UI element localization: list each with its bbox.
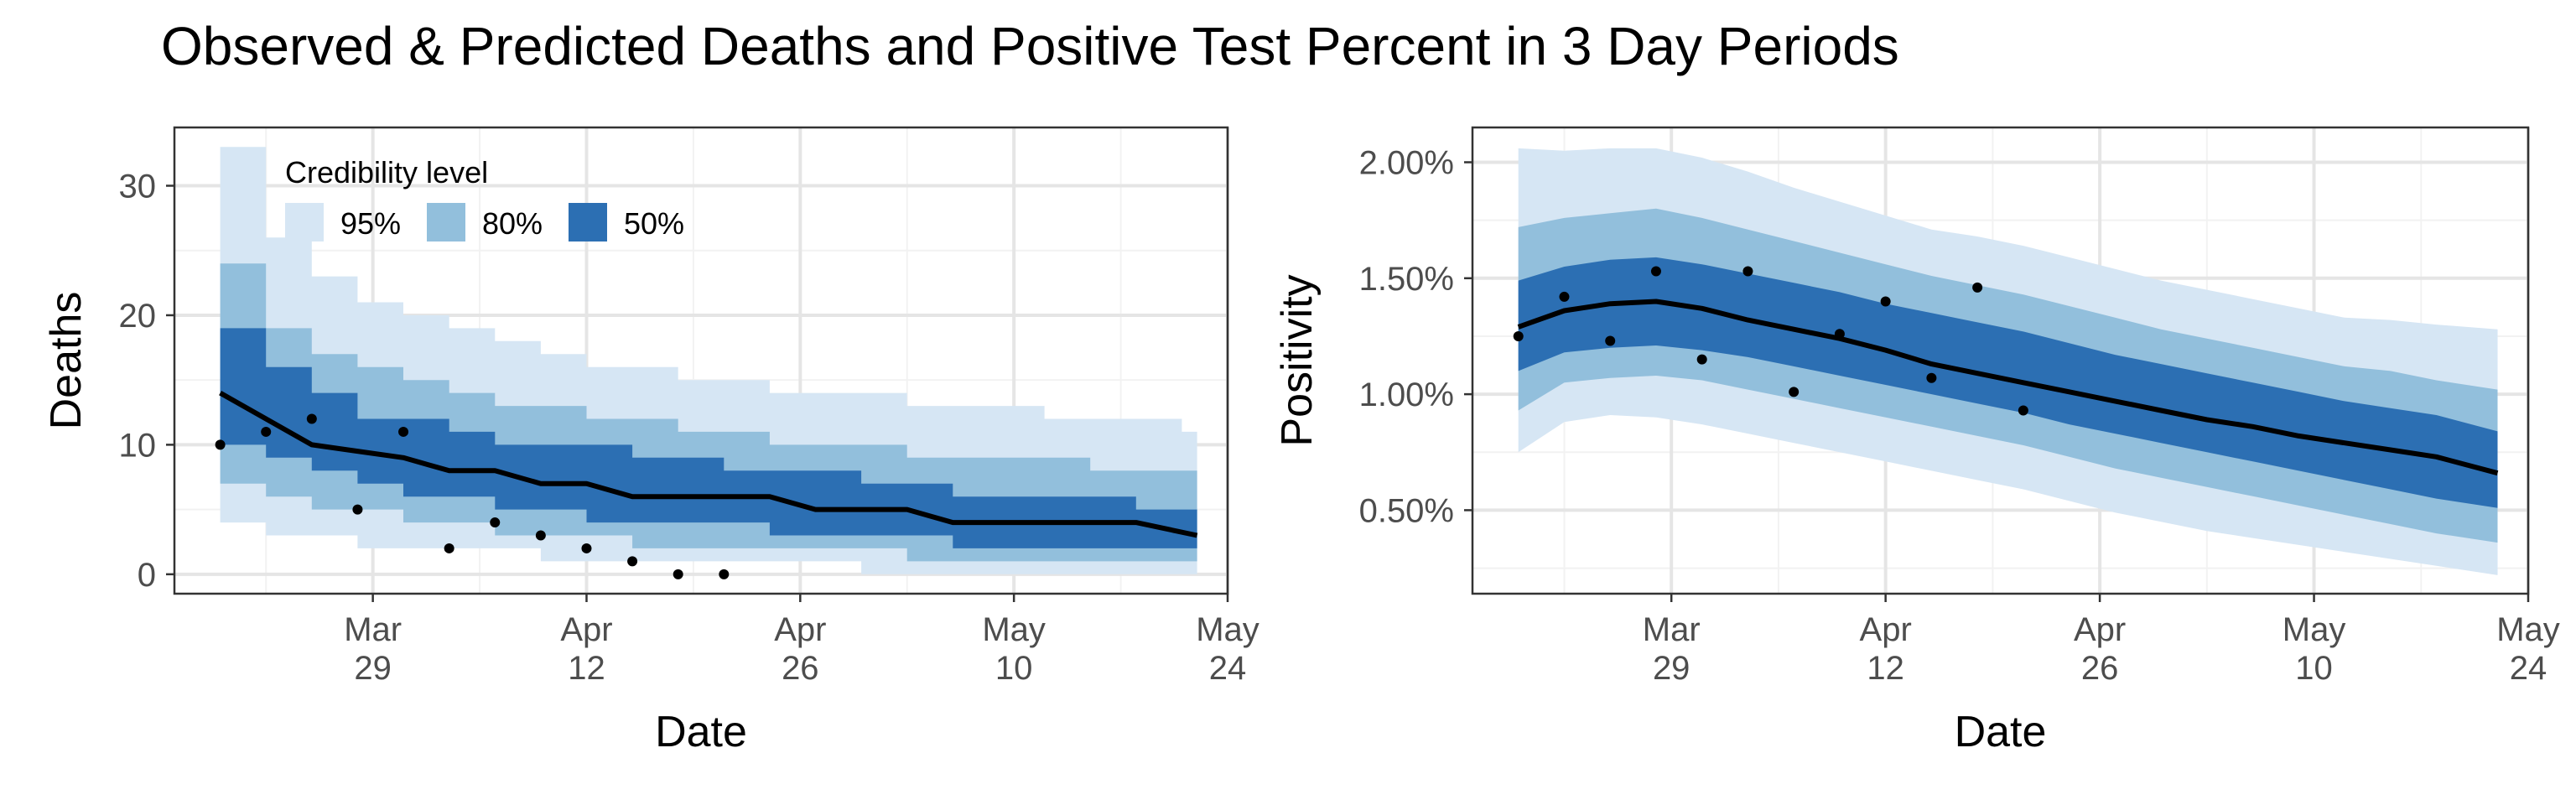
positivity-y-tick-label: 1.00% (1359, 377, 1454, 413)
deaths-panel: 0 10 20 30 Mar 29 Apr 12 Apr 26 May 10 May 24 Date Deat… (42, 126, 1259, 756)
deaths-observed-point (215, 439, 226, 450)
deaths-x-tick-label: Apr 12 (560, 611, 612, 687)
deaths-observed-point (719, 569, 730, 579)
positivity-observed-point (1880, 296, 1891, 307)
positivity-band-50 (1518, 257, 2498, 508)
positivity-observed-point (1926, 372, 1937, 383)
positivity-y-axis-title: Positivity (1273, 274, 1322, 446)
positivity-panel-border (1471, 126, 2530, 595)
legend-label-50: 50% (624, 206, 684, 241)
deaths-y-tick-label: 20 (119, 298, 157, 335)
positivity-observed-point (1742, 266, 1753, 277)
legend-label-80: 80% (482, 206, 543, 241)
deaths-y-tick-label: 30 (119, 169, 157, 205)
positivity-observed-point (1789, 387, 1800, 397)
deaths-x-axis-title: Date (655, 708, 747, 756)
positivity-x-tick-label: Apr 26 (2074, 611, 2126, 687)
legend-label-95: 95% (340, 206, 401, 241)
deaths-y-tick-label: 0 (138, 557, 156, 594)
deaths-observed-point (261, 426, 272, 437)
deaths-x-tick-label: May 10 (982, 611, 1046, 687)
deaths-observed-point (306, 413, 317, 424)
deaths-median-line (219, 390, 1198, 538)
positivity-x-tick-label: May 10 (2283, 611, 2346, 687)
deaths-observed-point (581, 543, 592, 553)
positivity-observed-point (1972, 282, 1983, 293)
figure-title: Observed & Predicted Deaths and Positive… (161, 16, 1899, 76)
positivity-observed-point (1696, 354, 1707, 365)
deaths-observed-point (398, 426, 409, 437)
positivity-x-tick-label: Mar 29 (1643, 611, 1701, 687)
positivity-observed-point (1513, 330, 1524, 341)
positivity-observed-point (1559, 291, 1570, 302)
legend-key-80 (427, 203, 465, 242)
positivity-y-tick-label: 1.50% (1359, 261, 1454, 298)
positivity-observed-point (2018, 405, 2028, 416)
deaths-observed-point (490, 517, 501, 528)
deaths-panel-border (173, 126, 1229, 595)
positivity-median-line (1517, 299, 2499, 476)
deaths-x-tick-label: Apr 26 (774, 611, 826, 687)
deaths-observed-point (444, 543, 454, 553)
deaths-band-50 (220, 328, 1197, 548)
positivity-x-tick-label: Apr 12 (1860, 611, 1912, 687)
deaths-y-tick-label: 10 (119, 427, 157, 464)
positivity-observed-point (1605, 335, 1616, 346)
deaths-observed-point (352, 504, 363, 515)
legend-key-95 (285, 203, 324, 242)
positivity-x-axis-title: Date (1955, 708, 2047, 756)
deaths-x-tick-label: May 24 (1196, 611, 1259, 687)
legend-key-50 (569, 203, 607, 242)
deaths-observed-point (627, 556, 638, 567)
legend-title: Credibility level (285, 155, 488, 190)
positivity-y-tick-label: 2.00% (1359, 144, 1454, 181)
positivity-observed-point (1650, 266, 1661, 277)
deaths-x-tick-label: Mar 29 (344, 611, 402, 687)
positivity-panel: 0.50% 1.00% 1.50% 2.00% Mar 29 Apr 12 Apr 26 May 10… (1273, 126, 2560, 756)
deaths-y-axis-title: Deaths (42, 292, 91, 430)
deaths-observed-point (535, 530, 546, 541)
positivity-x-tick-label: May 24 (2496, 611, 2560, 687)
deaths-observed-point (673, 569, 683, 579)
positivity-observed-point (1834, 329, 1845, 340)
positivity-y-tick-label: 0.50% (1359, 492, 1454, 529)
legend: Credibility level 95% 80% 50% (285, 155, 684, 242)
